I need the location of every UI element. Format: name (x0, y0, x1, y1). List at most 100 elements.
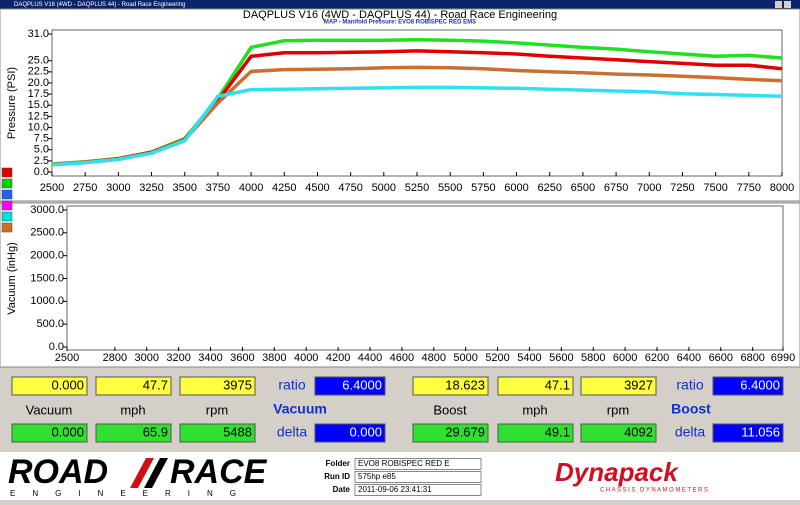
field-value: 2011-09-06 23:41:31 (358, 485, 432, 494)
legend-swatch (1, 211, 13, 222)
field-value: 575hp e85 (358, 472, 396, 481)
group-label: Vacuum (273, 401, 327, 417)
x-tick-label: 2500 (40, 182, 64, 194)
group-label: Boost (671, 401, 711, 417)
readout-box (580, 376, 657, 396)
readout-box (11, 376, 88, 396)
chart-subtitle: MAP - Manifold Pressure: EVO8 ROBISPEC R… (324, 20, 476, 26)
y-tick-label: 31.0 (28, 28, 49, 40)
x-tick-label: 3250 (139, 182, 163, 194)
ratio-label: ratio (278, 377, 305, 393)
x-tick-label: 3800 (262, 352, 286, 364)
delta-label: delta (277, 424, 308, 440)
x-tick-label: 4200 (326, 352, 350, 364)
y-tick-label: 15.0 (28, 99, 49, 111)
y-tick-label: 0.0 (34, 166, 49, 178)
readout-value: 29.679 (445, 424, 485, 439)
y-tick-label: 12.5 (28, 110, 49, 122)
readout-label: rpm (607, 402, 629, 417)
readout-value: 47.7 (143, 377, 168, 392)
plot-area (66, 205, 784, 351)
y-tick-label: 0.0 (49, 341, 64, 353)
readout-value: 0.000 (51, 377, 84, 392)
readout-value: 49.1 (545, 424, 570, 439)
x-tick-label: 5200 (485, 352, 509, 364)
window-title: DAQPLUS V16 (4WD - DAQPLUS 44) - Road Ra… (14, 2, 185, 8)
readout-value: 65.9 (143, 424, 168, 439)
readout-value: 5488 (223, 424, 252, 439)
x-tick-label: 5500 (438, 182, 462, 194)
readout-box (179, 376, 256, 396)
ratio-value: 6.4000 (740, 377, 780, 392)
y-tick-label: 2500.0 (30, 227, 64, 239)
brand-logo: Dynapack (555, 457, 679, 487)
logo-text: RACE (170, 453, 268, 491)
x-tick-label: 5250 (405, 182, 429, 194)
readout-box (412, 423, 489, 443)
x-tick-label: 3600 (230, 352, 254, 364)
ratio-value: 6.4000 (342, 377, 382, 392)
readout-label: mph (522, 402, 547, 417)
x-tick-label: 3200 (166, 352, 190, 364)
x-tick-label: 3000 (134, 352, 158, 364)
delta-value: 0.000 (349, 424, 382, 439)
x-tick-label: 5400 (517, 352, 541, 364)
readout-value: 47.1 (545, 377, 570, 392)
readout-box (179, 423, 256, 443)
ratio-box (314, 376, 386, 396)
logo-slash (130, 458, 154, 488)
legend-swatch (1, 189, 13, 200)
x-tick-label: 4400 (358, 352, 382, 364)
x-tick-label: 3750 (206, 182, 230, 194)
readout-box (497, 376, 574, 396)
x-tick-label: 4000 (239, 182, 263, 194)
y-tick-label: 2000.0 (30, 250, 64, 262)
y-tick-label: 17.5 (28, 88, 49, 100)
readout-label: rpm (206, 402, 228, 417)
x-tick-label: 4500 (305, 182, 329, 194)
logo-slash (144, 458, 168, 488)
y-tick-label: 1500.0 (30, 272, 64, 284)
x-tick-label: 6000 (613, 352, 637, 364)
readout-label: Boost (433, 402, 467, 417)
delta-box (712, 423, 784, 443)
readout-label: Vacuum (26, 402, 73, 417)
x-tick-label: 2500 (55, 352, 79, 364)
readout-box (11, 423, 88, 443)
x-tick-label: 6990 (771, 352, 795, 364)
x-tick-label: 4750 (338, 182, 362, 194)
y-axis-label: Pressure (PSI) (6, 67, 18, 139)
field-value: EVO8 ROBISPEC RED E (358, 459, 450, 468)
close-button[interactable] (784, 1, 791, 8)
logo-subtext: ENGINEERING (10, 489, 253, 498)
y-tick-label: 25.0 (28, 55, 49, 67)
delta-value: 11.056 (741, 424, 780, 439)
chart-title: DAQPLUS V16 (4WD - DAQPLUS 44) - Road Ra… (243, 9, 557, 21)
x-tick-label: 6400 (677, 352, 701, 364)
title-bar (0, 0, 800, 9)
logo-text: ROAD (8, 453, 108, 491)
field-label: Run ID (324, 472, 350, 481)
y-tick-label: 20.0 (28, 77, 49, 89)
plot-area (51, 29, 783, 177)
x-tick-label: 5750 (471, 182, 495, 194)
content: DAQPLUS V16 (4WD - DAQPLUS 44) - Road Ra… (1, 9, 795, 498)
y-axis-label: Vacuum (inHg) (6, 242, 18, 315)
x-tick-label: 7500 (703, 182, 727, 194)
field-box (354, 471, 482, 483)
readout-label: mph (120, 402, 145, 417)
x-tick-label: 6600 (709, 352, 733, 364)
legend-swatch (1, 200, 13, 211)
y-tick-label: 5.0 (34, 144, 49, 156)
x-tick-label: 8000 (770, 182, 794, 194)
readout-value: 3975 (223, 377, 252, 392)
field-box (354, 484, 482, 496)
x-tick-label: 3500 (172, 182, 196, 194)
y-tick-label: 500.0 (36, 318, 64, 330)
readout-box (95, 423, 172, 443)
ratio-label: ratio (676, 377, 703, 393)
x-tick-label: 6200 (645, 352, 669, 364)
readout-value: 3927 (624, 377, 653, 392)
minimize-button[interactable] (775, 1, 782, 8)
